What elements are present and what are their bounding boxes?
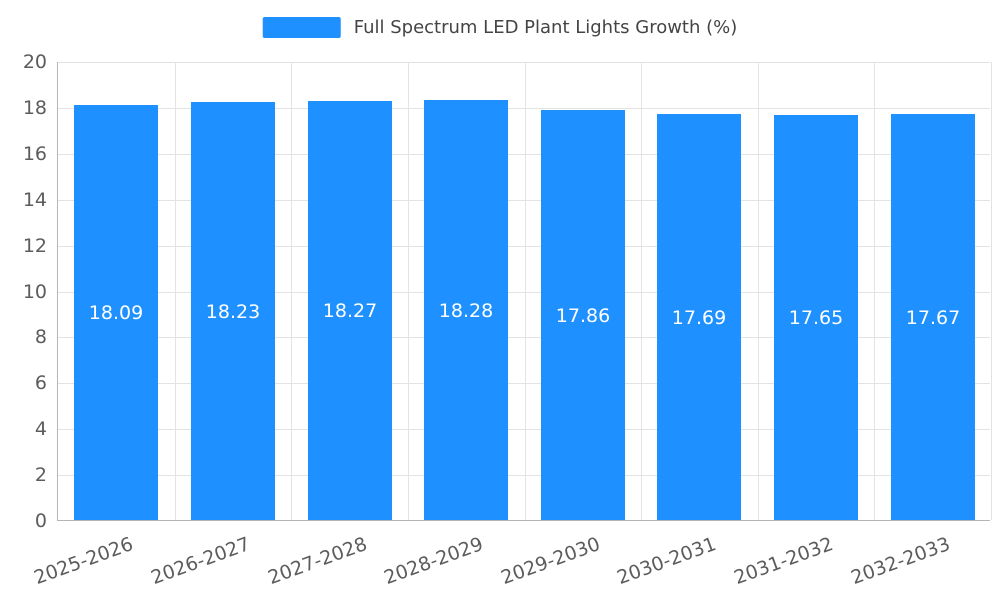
gridline-vertical [408,62,409,520]
gridline-horizontal [58,291,990,293]
chart-legend[interactable]: Full Spectrum LED Plant Lights Growth (%… [262,17,738,38]
gridline-horizontal [58,245,990,247]
gridline-horizontal [58,62,990,63]
x-tick-label: 2031-2032 [731,533,837,590]
bar [891,114,975,520]
bar [308,101,392,520]
x-tick-label: 2032-2033 [848,533,954,590]
gridline-horizontal [58,153,990,155]
bar-value-label: 18.28 [438,300,494,322]
x-tick-label: 2025-2026 [31,533,137,590]
gridline-vertical [641,62,642,520]
x-tick-label: 2028-2029 [381,533,487,590]
bar [774,115,858,520]
gridline-vertical [991,62,992,520]
bar [74,105,158,520]
y-tick-label: 18 [22,96,47,119]
bar [657,114,741,520]
bar-value-label: 17.67 [905,307,961,329]
y-tick-label: 2 [34,464,47,487]
gridline-vertical [291,62,292,520]
gridline-horizontal [58,383,990,385]
bar [541,110,625,520]
y-tick-label: 16 [22,142,47,165]
bar-value-label: 18.27 [322,300,378,322]
x-tick-label: 2026-2027 [148,533,254,590]
y-tick-label: 0 [34,510,47,532]
plot-area: 18.09 18.23 18.27 18.28 17.86 17.69 17.65 17.67 [57,62,992,521]
legend-swatch-icon [262,17,341,38]
bar-value-label: 17.86 [555,305,611,327]
y-tick-label: 14 [22,188,47,211]
y-tick-label: 12 [22,234,47,257]
chart-title: Full Spectrum LED Plant Lights Growth (%… [353,17,738,38]
bar-value-label: 18.23 [205,301,261,323]
x-tick-label: 2030-2031 [614,533,720,590]
y-tick-label: 10 [22,280,47,303]
gridline-horizontal [58,107,990,109]
x-tick-label: 2027-2028 [265,533,371,590]
gridline-vertical [525,62,526,520]
y-tick-label: 4 [34,418,47,441]
gridline-horizontal [58,475,990,477]
gridline-horizontal [58,199,990,201]
x-tick-label: 2029-2030 [498,533,604,590]
y-tick-label: 8 [34,326,47,349]
gridline-horizontal [58,429,990,431]
y-tick-label: 20 [22,51,47,73]
gridline-horizontal [58,337,990,339]
gridline-vertical [175,62,176,520]
bar-value-label: 18.09 [88,302,144,324]
bar [191,102,275,520]
y-tick-label: 6 [34,372,47,395]
bar [424,100,508,520]
bar-value-label: 17.65 [788,307,844,329]
gridline-vertical [874,62,875,520]
bar-value-label: 17.69 [671,307,727,329]
gridline-vertical [758,62,759,520]
